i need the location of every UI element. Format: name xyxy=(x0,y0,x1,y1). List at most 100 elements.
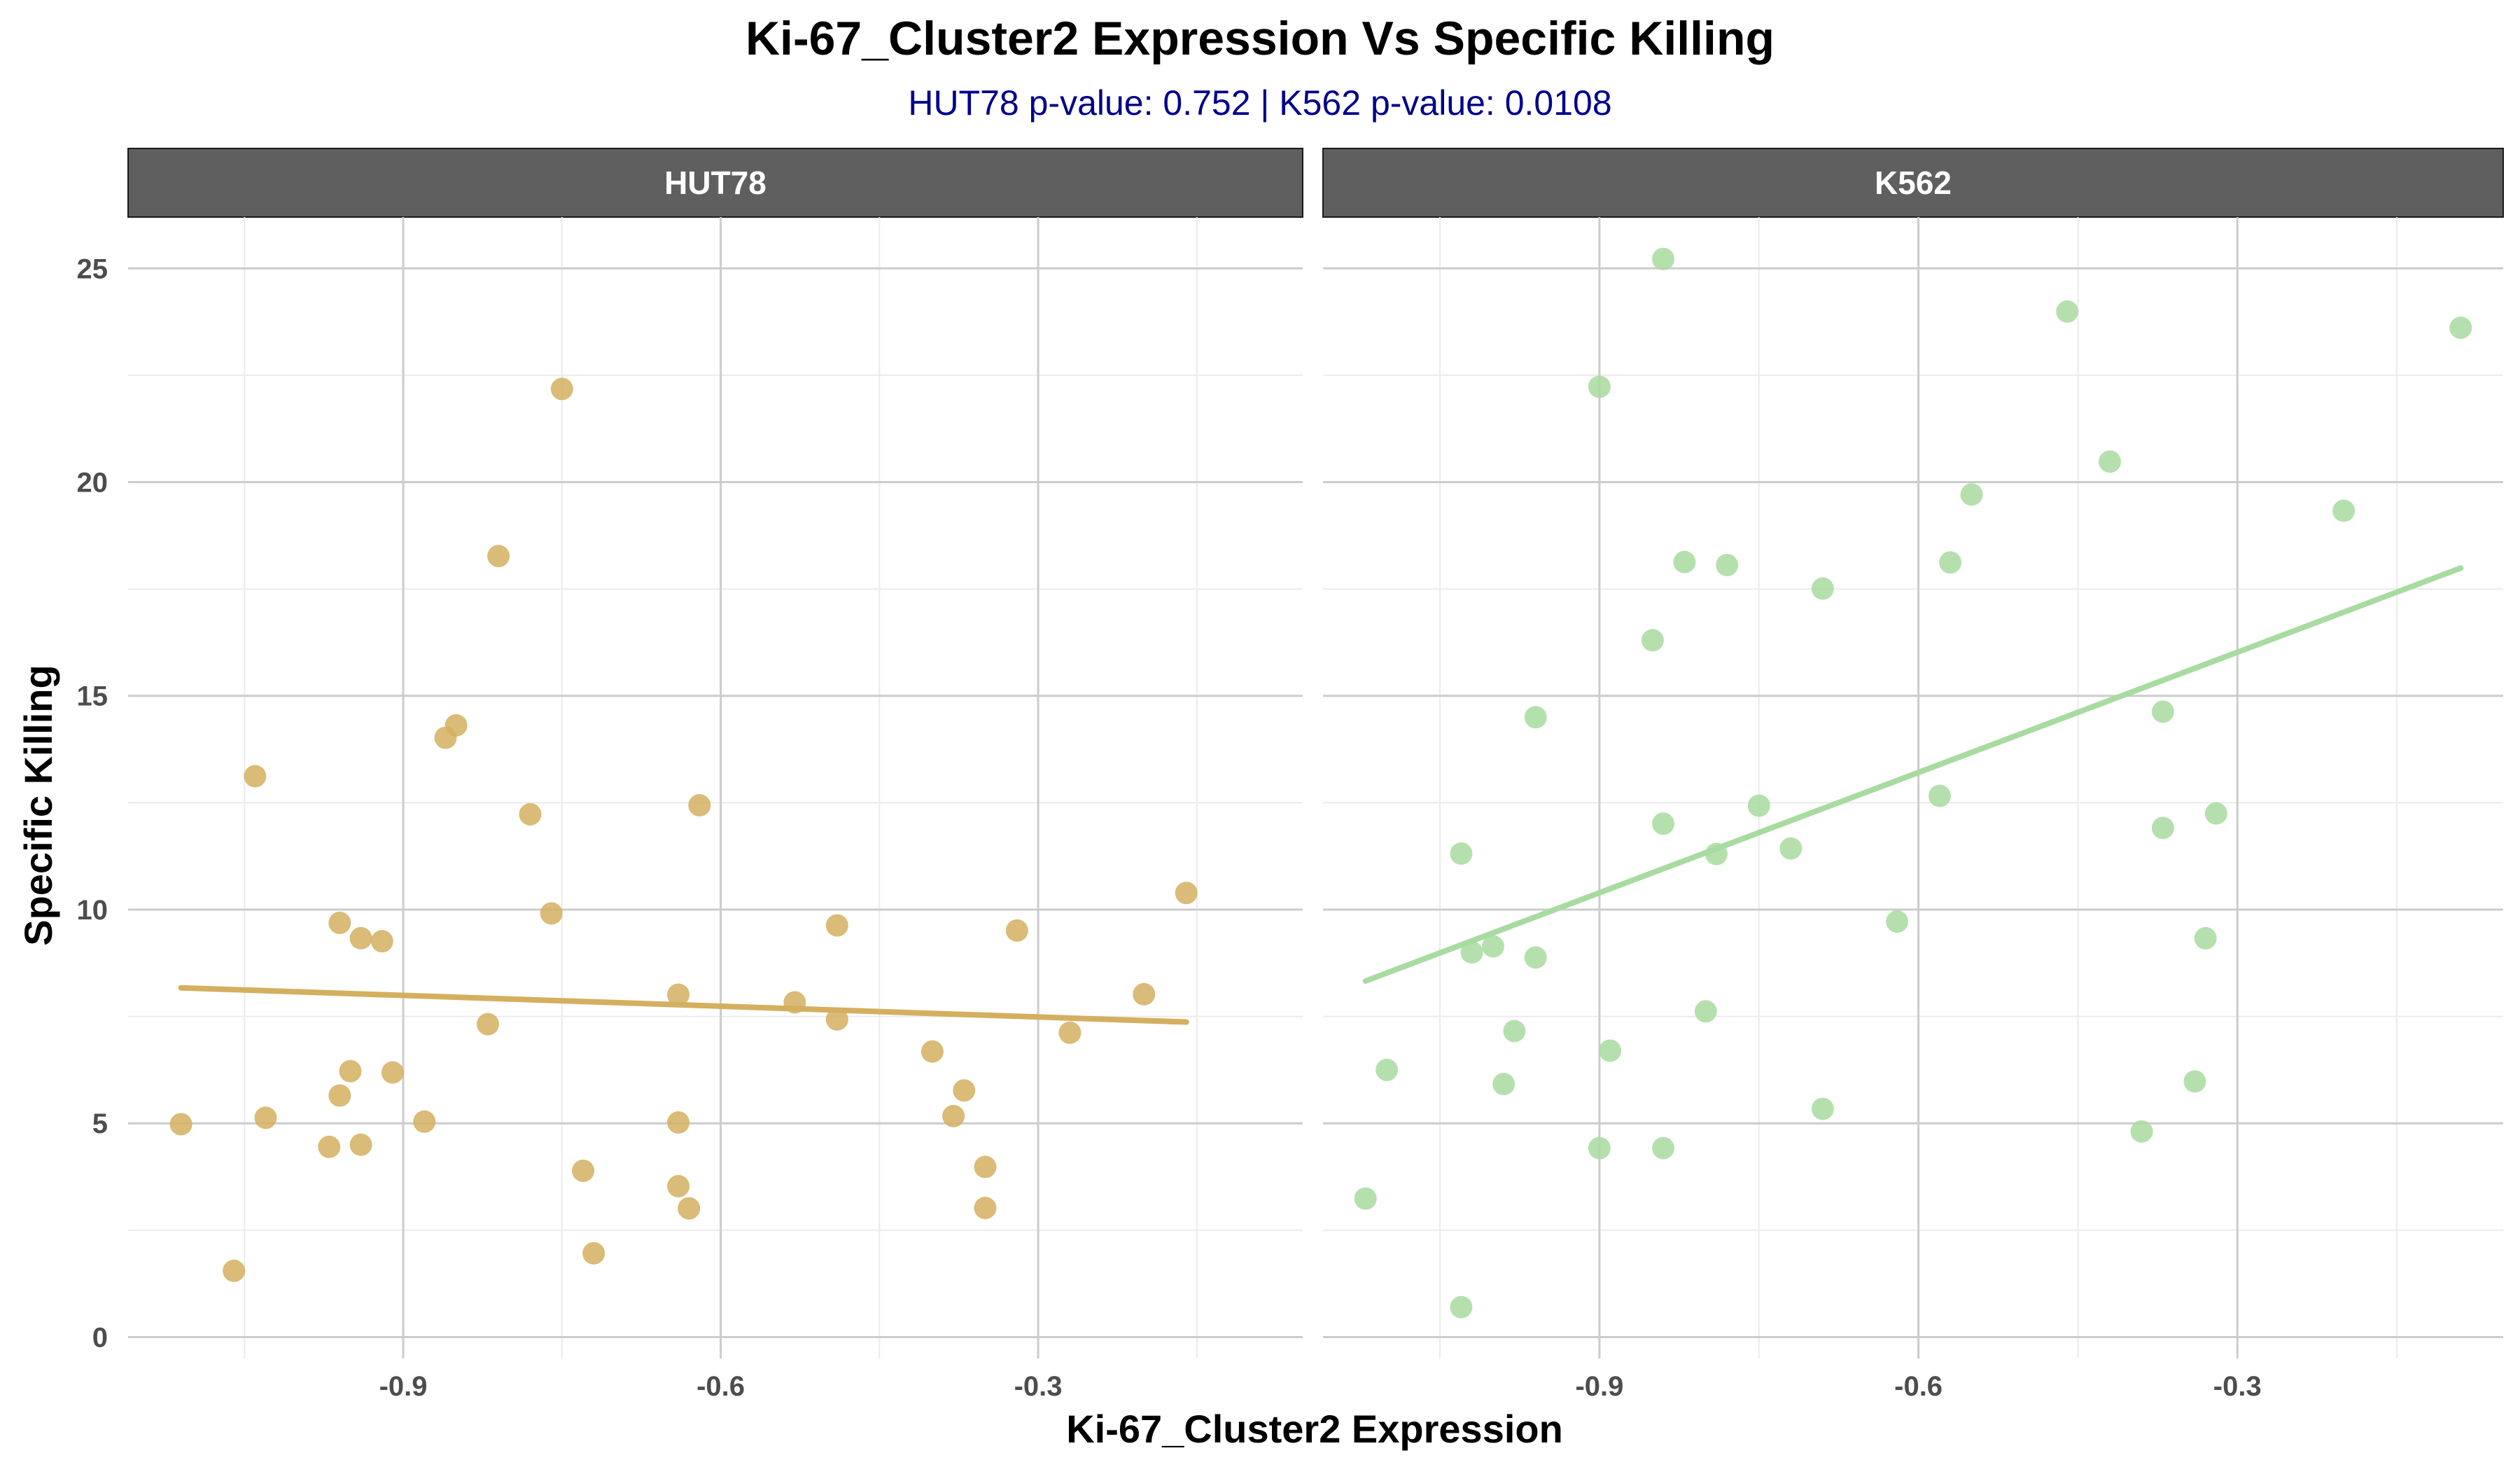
data-point xyxy=(1599,1039,1622,1062)
data-point xyxy=(974,1197,997,1220)
y-tick-label: 15 xyxy=(77,681,108,712)
data-point xyxy=(1747,794,1770,817)
data-point xyxy=(2183,1070,2206,1093)
data-point xyxy=(667,1174,690,1197)
data-point xyxy=(328,1084,351,1107)
data-point xyxy=(1588,1136,1611,1160)
data-point xyxy=(667,983,690,1006)
data-point xyxy=(550,377,573,401)
x-tick-label: -0.9 xyxy=(1575,1371,1623,1402)
data-point xyxy=(1641,629,1664,652)
data-point xyxy=(1133,982,1156,1006)
data-point xyxy=(953,1079,976,1102)
data-point xyxy=(678,1197,701,1220)
chart-subtitle: HUT78 p-value: 0.752 | K562 p-value: 0.0… xyxy=(908,83,1611,123)
data-point xyxy=(2204,802,2227,825)
data-point xyxy=(2332,499,2356,522)
data-point xyxy=(413,1110,436,1133)
data-point xyxy=(688,794,711,817)
data-point xyxy=(1460,941,1483,964)
data-point xyxy=(339,1059,362,1083)
y-tick-label: 20 xyxy=(77,468,108,499)
data-point xyxy=(540,902,563,925)
data-point xyxy=(2151,700,2174,723)
data-point xyxy=(2151,816,2174,840)
data-point xyxy=(825,1008,848,1031)
data-point xyxy=(783,991,806,1014)
data-point xyxy=(974,1155,997,1178)
data-point xyxy=(2130,1120,2153,1143)
data-point xyxy=(244,765,267,788)
data-point xyxy=(825,914,848,937)
chart-title: Ki-67_Cluster2 Expression Vs Specific Ki… xyxy=(746,12,1774,65)
x-tick-label: -0.9 xyxy=(379,1371,428,1402)
data-point xyxy=(1716,553,1739,576)
data-point xyxy=(1503,1020,1526,1043)
data-point xyxy=(476,1013,499,1036)
data-point xyxy=(1811,577,1834,600)
data-point xyxy=(1450,842,1473,865)
facet-strip-label: HUT78 xyxy=(664,165,766,201)
data-point xyxy=(1175,882,1198,905)
data-point xyxy=(1694,1000,1717,1023)
data-point xyxy=(1652,247,1675,270)
regression-line xyxy=(1362,565,2464,984)
data-point xyxy=(169,1113,192,1136)
x-tick-label: -0.6 xyxy=(696,1371,745,1402)
data-point xyxy=(667,1111,690,1134)
data-point xyxy=(1482,935,1505,958)
data-point xyxy=(349,926,372,950)
data-point xyxy=(582,1242,606,1265)
facet-panel-k562: K562 -0.9 -0.6 -0.3 xyxy=(1322,148,2504,1402)
data-point xyxy=(318,1135,341,1158)
data-point xyxy=(1005,919,1028,942)
x-tick-label: -0.3 xyxy=(1014,1371,1063,1402)
regression-line xyxy=(178,985,1189,1025)
data-point xyxy=(1524,946,1547,969)
data-point xyxy=(1492,1073,1516,1096)
data-point xyxy=(444,714,468,737)
data-point xyxy=(349,1133,372,1156)
data-point xyxy=(1928,784,1951,807)
data-point xyxy=(1811,1097,1834,1120)
data-point xyxy=(519,802,542,826)
facet-strip-label: K562 xyxy=(1875,165,1952,201)
x-axis-title: Ki-67_Cluster2 Expression xyxy=(1066,1407,1563,1451)
data-point xyxy=(1588,375,1611,398)
data-point xyxy=(920,1040,944,1063)
facet-panels: HUT78 -0.9 -0.6 -0.3 K562 -0.9 -0.6 -0.3 xyxy=(127,148,2504,1402)
data-point xyxy=(1960,483,1983,506)
data-point xyxy=(328,911,351,934)
data-point xyxy=(223,1259,246,1282)
data-point xyxy=(2449,317,2472,340)
y-axis-title: Specific Killing xyxy=(16,665,60,945)
y-tick-label: 5 xyxy=(92,1108,108,1139)
data-point xyxy=(1779,837,1802,860)
data-point xyxy=(370,930,393,953)
data-point xyxy=(1354,1187,1377,1210)
data-point xyxy=(1652,812,1675,835)
y-tick-label: 0 xyxy=(92,1322,108,1353)
data-point xyxy=(1886,910,1909,933)
data-point xyxy=(1705,842,1728,865)
data-point xyxy=(1652,1136,1675,1160)
data-point xyxy=(942,1104,965,1127)
facet-strip xyxy=(1322,148,2504,218)
data-point xyxy=(1939,551,1962,574)
data-point xyxy=(2056,300,2079,323)
data-point xyxy=(1450,1295,1473,1319)
data-point xyxy=(1376,1058,1399,1081)
data-point xyxy=(381,1061,404,1084)
facet-panel-hut78: HUT78 -0.9 -0.6 -0.3 xyxy=(127,148,1303,1402)
y-tick-label: 10 xyxy=(77,895,108,926)
x-tick-label: -0.3 xyxy=(2213,1371,2262,1402)
data-point xyxy=(1058,1021,1082,1044)
data-point xyxy=(487,545,510,568)
data-point xyxy=(254,1106,277,1129)
data-point xyxy=(1673,550,1696,573)
x-tick-label: -0.6 xyxy=(1894,1371,1942,1402)
facet-strip xyxy=(127,148,1303,218)
y-tick-label: 25 xyxy=(77,253,108,284)
